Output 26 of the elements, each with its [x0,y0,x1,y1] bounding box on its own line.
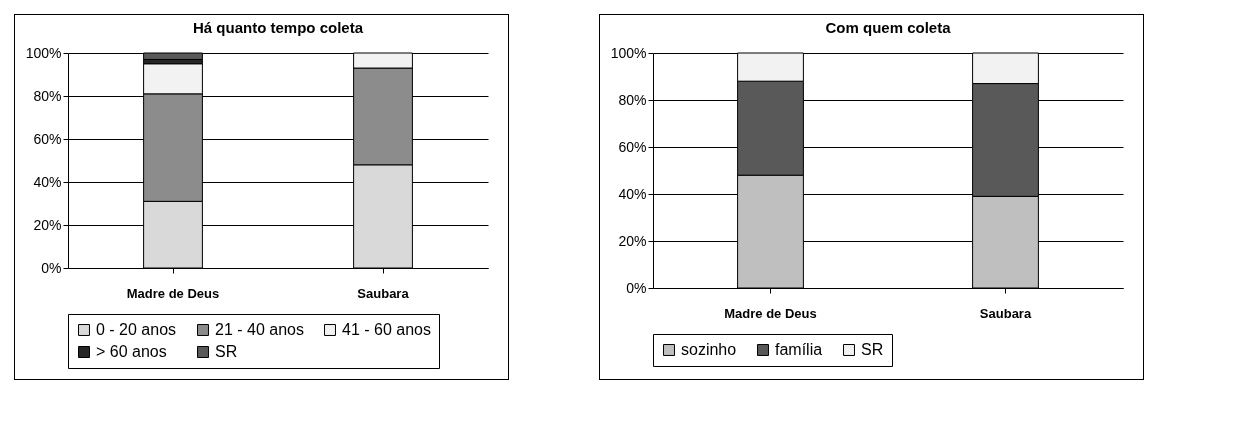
legend-label: 41 - 60 anos [342,321,431,338]
y-tick-label: 40% [618,185,647,202]
legend-label: SR [215,343,238,360]
y-tick-label: 100% [610,44,647,61]
chart-title: Há quanto tempo coleta [192,19,364,36]
y-tick-label: 40% [33,173,62,190]
x-tick-label: Saubara [979,305,1032,321]
x-tick-label: Madre de Deus [126,285,220,301]
legend-label: SR [861,341,884,358]
y-tick-label: 0% [626,279,647,296]
legend-label: sozinho [681,341,737,358]
chart-title: Com quem coleta [825,19,952,36]
y-tick-label: 20% [33,216,62,233]
y-tick-label: 80% [618,91,647,108]
legend-label: família [775,341,823,358]
y-tick-label: 60% [618,138,647,155]
y-tick-label: 0% [41,259,62,276]
y-tick-label: 100% [25,44,62,61]
legend-label: 0 - 20 anos [96,321,177,338]
legend-label: > 60 anos [96,343,167,360]
legend-label: 21 - 40 anos [215,321,304,338]
x-tick-label: Madre de Deus [724,305,817,321]
x-tick-label: Saubara [357,285,410,301]
y-tick-label: 60% [33,130,62,147]
y-tick-label: 80% [33,87,62,104]
y-tick-label: 20% [618,232,647,249]
